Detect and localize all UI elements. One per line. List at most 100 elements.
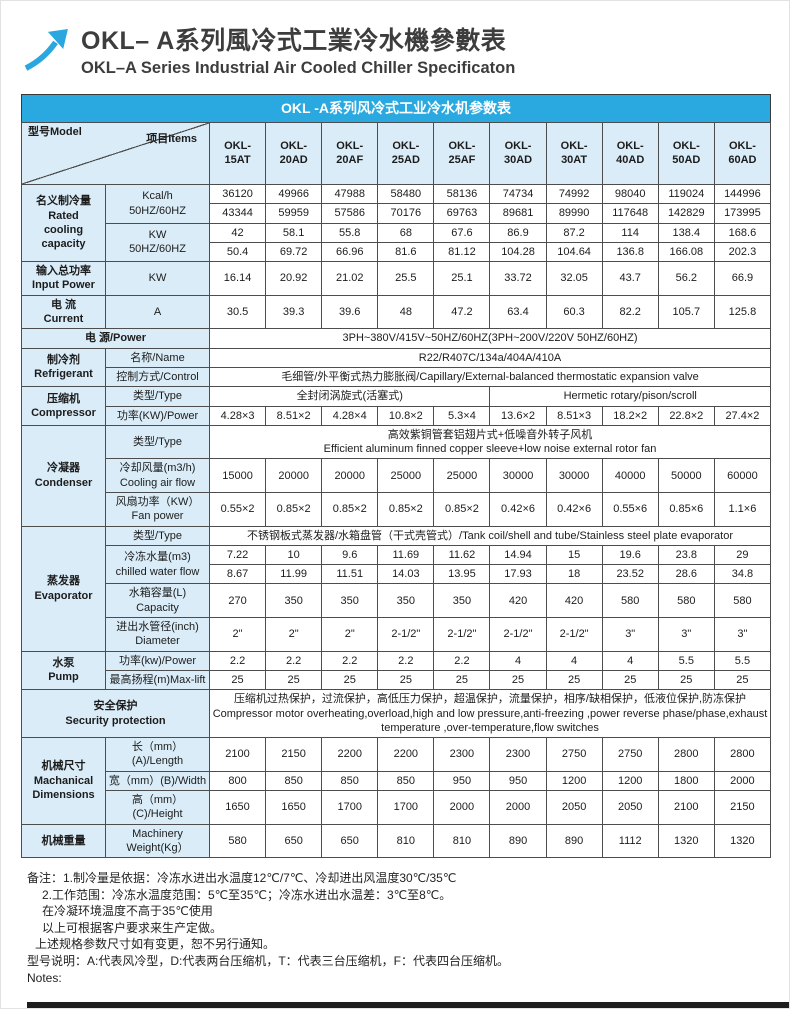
spec-table-section: OKL -A系列风冷式工业冷水机参数表 型号Model 项目Items OKL-…	[21, 93, 772, 859]
value-cell: 350	[377, 583, 435, 619]
row-category-cell: 电 源/Power	[21, 328, 210, 349]
row-item-cell: KW 50HZ/60HZ	[105, 222, 210, 263]
value-cell: 60.3	[545, 294, 603, 330]
value-cell: 580	[601, 583, 659, 619]
value-cell: 4	[489, 650, 547, 671]
table-row: 冷冻水量(m3) chilled water flow 7.22 10 9.6 11.6…	[22, 544, 772, 585]
table-row: KW 50HZ/60HZ 42 58.1 55.8 68 67.6 86.9 87.2 114 1…	[22, 222, 772, 263]
row-item-cell: A	[105, 294, 210, 330]
row-category-cell: 压缩机 Compressor	[21, 386, 106, 426]
value-cell: 15	[545, 544, 603, 566]
row-item-cell: 风扇功率（KW） Fan power	[105, 491, 210, 527]
row-category-cell: 电 流 Current	[21, 294, 106, 330]
value-cell: 47988	[321, 183, 379, 205]
value-cell: 2-1/2"	[433, 617, 491, 652]
merged-value-cell: 全封闭涡旋式(活塞式)	[208, 386, 491, 407]
row-category-cell: 机械尺寸 Machanical Dimensions	[21, 737, 106, 825]
value-cell: 173995	[713, 203, 772, 224]
table-row: 43344 59959 57586 70176 69763 89681 89990 11764…	[22, 203, 772, 224]
value-cell: 4	[545, 650, 603, 671]
value-cell: 69.72	[265, 241, 323, 263]
value-cell: 1200	[601, 770, 659, 792]
value-cell: 25000	[433, 458, 491, 493]
value-cell: 58136	[433, 183, 491, 205]
value-cell: 39.6	[321, 294, 379, 330]
value-cell: 30000	[545, 458, 603, 493]
row-item-cell: 冷却风量(m3/h) Cooling air flow	[105, 458, 210, 493]
value-cell: 22.8×2	[657, 405, 715, 426]
value-cell: 2800	[657, 737, 715, 772]
value-cell: 11.51	[321, 564, 379, 585]
row-category-cell: 水泵 Pump	[21, 650, 106, 691]
value-cell: 3"	[713, 617, 772, 652]
note-line: 上述规格参数尺寸如有变更，恕不另行通知。	[35, 937, 276, 952]
value-cell: 86.9	[489, 222, 547, 243]
value-cell: 890	[545, 823, 603, 859]
value-cell: 4.28×4	[321, 405, 379, 426]
row-item-cell: 宽（mm）(B)/Width	[105, 770, 210, 792]
value-cell: 57586	[321, 203, 379, 224]
arrow-up-right-icon	[23, 29, 69, 71]
value-cell: 66.9	[713, 261, 772, 296]
value-cell: 30.5	[208, 294, 267, 330]
model-header-cell: OKL- 25AF	[433, 121, 491, 185]
value-cell: 10	[265, 544, 323, 566]
value-cell: 1320	[713, 823, 772, 859]
value-cell: 33.72	[489, 261, 547, 296]
page-title: OKL– A系列風冷式工業冷水機參數表	[81, 27, 507, 55]
value-cell: 43344	[208, 203, 267, 224]
row-item-cell: 名称/Name	[105, 347, 210, 368]
value-cell: 10.8×2	[377, 405, 435, 426]
value-cell: 48	[377, 294, 435, 330]
value-cell: 2150	[265, 737, 323, 772]
value-cell: 20000	[265, 458, 323, 493]
value-cell: 850	[265, 770, 323, 792]
value-cell: 25	[321, 669, 379, 691]
value-cell: 34.8	[713, 564, 772, 585]
value-cell: 58.1	[265, 222, 323, 243]
value-cell: 18	[545, 564, 603, 585]
value-cell: 1700	[377, 790, 435, 825]
value-cell: 138.4	[657, 222, 715, 243]
value-cell: 650	[321, 823, 379, 859]
value-cell: 17.93	[489, 564, 547, 585]
table-row: 电 流 Current A 30.5 39.3 39.6 48 47.2 63.4 60.3 82…	[21, 294, 772, 330]
value-cell: 0.85×6	[657, 491, 715, 527]
value-cell: 350	[321, 583, 379, 619]
value-cell: 13.6×2	[489, 405, 547, 426]
value-cell: 4.28×3	[208, 405, 267, 426]
spec-table: 型号Model 项目Items OKL- 15AT OKL- 20AD OKL- 2…	[21, 121, 772, 859]
merged-value-cell: 压缩机过热保护，过流保护，高低压力保护，超温保护，流量保护，相序/缺相保护，低液…	[209, 689, 771, 739]
model-header-cell: OKL- 25AD	[377, 121, 435, 185]
value-cell: 850	[377, 770, 435, 792]
value-cell: 650	[265, 823, 323, 859]
value-cell: 58480	[377, 183, 435, 205]
model-header-cell: OKL- 60AD	[713, 121, 772, 185]
value-cell: 11.69	[377, 544, 435, 566]
value-cell: 1800	[657, 770, 715, 792]
page-subtitle: OKL–A Series Industrial Air Cooled Chill…	[81, 58, 516, 77]
table-row: 名义制冷量 Rated cooling capacity Kcal/h 50HZ/…	[21, 183, 772, 263]
table-row: 机械尺寸 Machanical Dimensions 长（mm）(A)/Lengt…	[21, 737, 772, 825]
model-header-cell: OKL- 20AF	[321, 121, 379, 185]
value-cell: 59959	[265, 203, 323, 224]
value-cell: 800	[208, 770, 267, 792]
value-cell: 2750	[545, 737, 603, 772]
value-cell: 119024	[657, 183, 715, 205]
value-cell: 2.2	[321, 650, 379, 671]
row-category-cell: 蒸发器 Evaporator	[21, 525, 106, 652]
value-cell: 25	[265, 669, 323, 691]
value-cell: 2-1/2"	[489, 617, 547, 652]
table-row: 机械重量 Machinery Weight(Kg） 580 650 650 810 810 8…	[21, 823, 772, 859]
value-cell: 420	[489, 583, 547, 619]
value-cell: 1.1×6	[713, 491, 772, 527]
doc-header: OKL– A系列風冷式工業冷水機參數表 OKL–A Series Industr…	[23, 27, 769, 78]
model-header-cell: OKL- 50AD	[657, 121, 715, 185]
value-cell: 2"	[321, 617, 379, 652]
value-cell: 82.2	[601, 294, 659, 330]
value-cell: 21.02	[321, 261, 379, 296]
value-cell: 136.8	[601, 241, 659, 263]
value-cell: 202.3	[713, 241, 772, 263]
value-cell: 47.2	[433, 294, 491, 330]
value-cell: 69763	[433, 203, 491, 224]
